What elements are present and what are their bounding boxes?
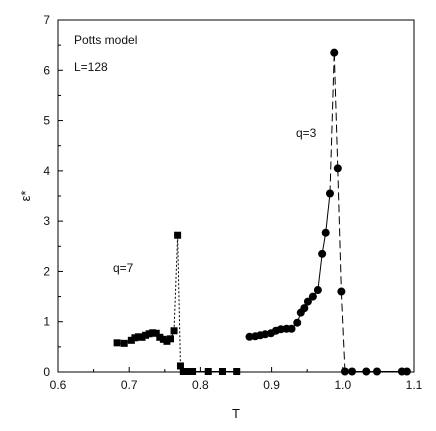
series-q3-point xyxy=(402,367,411,376)
x-tick-label: 0.6 xyxy=(50,378,67,392)
series-q3-point xyxy=(330,48,339,57)
x-tick-label: 1.0 xyxy=(334,378,351,392)
series-q7-point xyxy=(134,333,142,341)
series-q3-point xyxy=(325,189,334,198)
y-tick-label: 4 xyxy=(43,164,50,178)
series-q3-point xyxy=(287,324,296,333)
series-q3-segment xyxy=(333,52,339,169)
series-q7-point xyxy=(131,334,139,342)
y-tick-label: 3 xyxy=(43,214,50,228)
series-q7-point xyxy=(145,330,153,338)
y-tick-label: 1 xyxy=(43,315,50,329)
series-q7-point xyxy=(127,336,135,344)
series-q3-segment xyxy=(329,52,335,194)
series-q7-point xyxy=(152,329,160,337)
x-axis: 0.6 0.7 0.8 0.9 1.0 1.1 xyxy=(50,367,423,392)
x-tick-label: 0.7 xyxy=(121,378,138,392)
series-q3-segment xyxy=(340,291,346,372)
series-q3-point xyxy=(340,367,349,376)
x-tick-label: 1.1 xyxy=(406,378,423,392)
y-tick-label: 2 xyxy=(43,264,50,278)
series-q7-point xyxy=(170,327,178,335)
series-q7-point xyxy=(163,337,171,345)
series-q3-point xyxy=(321,228,330,237)
series-q3-point xyxy=(337,287,346,296)
series-q3-point xyxy=(372,367,381,376)
y-tick-label: 7 xyxy=(43,13,50,27)
series-q7-point xyxy=(159,335,167,343)
series-q7-point xyxy=(166,335,174,343)
plot-frame xyxy=(57,19,415,373)
series-q3-point xyxy=(318,249,327,258)
series-q7-point xyxy=(174,231,182,239)
y-axis: 0 1 2 3 4 5 6 7 xyxy=(43,13,63,379)
q7-annotation: q=7 xyxy=(113,261,134,275)
series-q3-segment xyxy=(317,253,323,291)
series-q7-point xyxy=(218,367,226,375)
series-q3-point xyxy=(348,367,357,376)
series-q7-point xyxy=(179,367,187,375)
series-q7-point xyxy=(233,367,241,375)
series-q7-point xyxy=(156,333,164,341)
series-q3-point xyxy=(303,297,312,306)
x-tick-label: 0.9 xyxy=(263,378,280,392)
series-q7-point xyxy=(204,367,212,375)
series-q3-point xyxy=(362,367,371,376)
series-q3-point xyxy=(300,304,309,313)
series-q3-point xyxy=(333,164,342,173)
x-tick-label: 0.8 xyxy=(192,378,209,392)
series-q3-point xyxy=(293,318,302,327)
series-q7-point xyxy=(149,329,157,337)
series-q7-point xyxy=(176,362,184,370)
q3-annotation: q=3 xyxy=(296,126,317,140)
series-q7-point xyxy=(183,367,191,375)
y-tick-label: 0 xyxy=(43,365,50,379)
series-q7-point xyxy=(120,339,128,347)
x-axis-label: T xyxy=(232,406,240,421)
series-q3-segment xyxy=(337,168,342,292)
series-q7-point xyxy=(189,367,197,375)
series-q3-point xyxy=(313,286,322,295)
series-q7-point xyxy=(113,339,121,347)
y-axis-label: ε* xyxy=(18,191,33,202)
series-q7-point xyxy=(138,333,146,341)
series-q3-segment xyxy=(325,193,331,233)
y-tick-label: 5 xyxy=(43,114,50,128)
series-q7-point xyxy=(142,331,150,339)
size-annotation: L=128 xyxy=(74,60,108,74)
model-annotation: Potts model xyxy=(74,33,137,47)
series-q7-segment xyxy=(177,235,181,366)
series-q7-segment xyxy=(173,235,179,331)
series-q3-point xyxy=(308,292,317,301)
y-tick-label: 6 xyxy=(43,63,50,77)
series-layer xyxy=(113,48,411,376)
